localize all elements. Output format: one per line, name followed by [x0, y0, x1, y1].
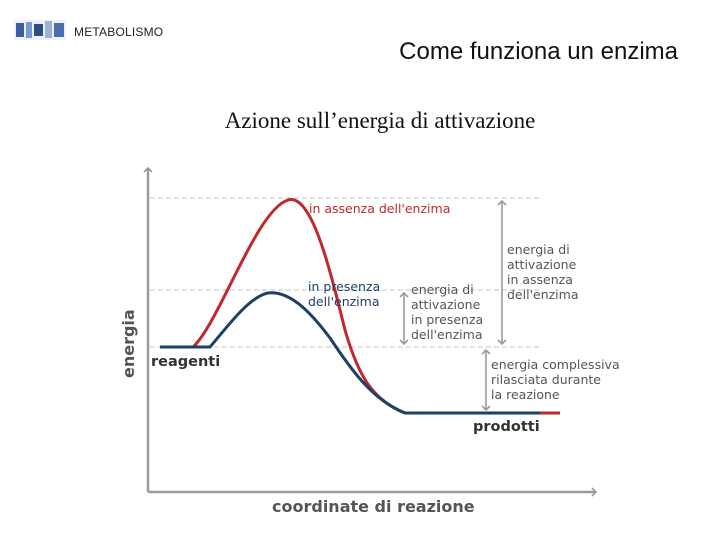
activation-with-enzyme-label: energia di attivazione in presenza dell'…: [411, 282, 487, 342]
section-label: METABOLISMO: [74, 25, 164, 39]
products-label: prodotti: [473, 419, 540, 435]
curve-without-enzyme: [160, 198, 560, 415]
y-axis-label: energia: [119, 309, 138, 378]
curve-without-enzyme-label: in assenza dell'enzima: [309, 201, 450, 216]
activation-without-enzyme-label: energia di attivazione in assenza dell'e…: [507, 242, 580, 302]
curve-with-enzyme-label: in presenza dell'enzima: [308, 279, 384, 309]
page-title: Come funziona un enzima: [399, 38, 678, 65]
page-subtitle: Azione sull’energia di attivazione: [224, 108, 536, 133]
curve-with-enzyme: [160, 291, 540, 415]
x-axis-label: coordinate di reazione: [272, 497, 475, 516]
logo-icon: [14, 20, 66, 40]
total-energy-label: energia complessiva rilasciata durante l…: [491, 357, 624, 402]
reagents-label: reagenti: [151, 354, 220, 370]
